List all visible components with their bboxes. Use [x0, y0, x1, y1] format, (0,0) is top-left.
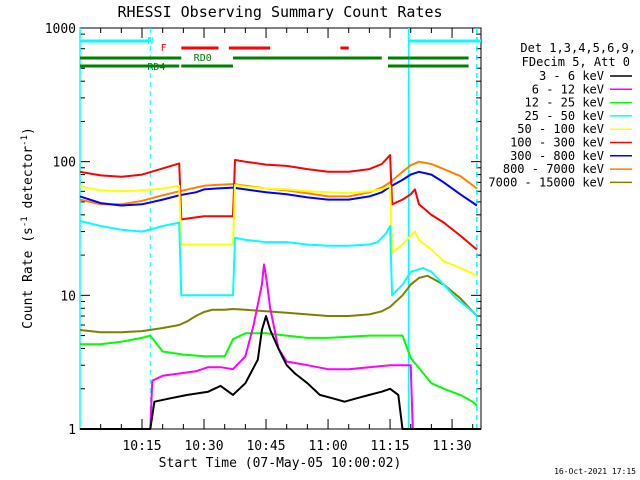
series-line [79, 160, 478, 206]
x-tick-label: 10:15 [122, 439, 161, 454]
legend-entry-label: 800 - 7000 keV [503, 162, 604, 176]
rd4-label: RD4 [147, 62, 165, 73]
series-line [79, 170, 478, 207]
legend-entry-label: 300 - 800 keV [510, 149, 604, 163]
series-line [80, 263, 481, 430]
y-tick-label: 10 [60, 289, 76, 304]
legend-entry-label: 50 - 100 keV [517, 122, 604, 136]
legend-header-line-1: Det 1,3,4,5,6,9, [520, 41, 636, 55]
legend-entry-label: 6 - 12 keV [532, 82, 604, 96]
x-tick-label: 11:30 [432, 439, 471, 454]
x-axis: 10:15 10:30 10:45 11:00 11:15 11:30 [100, 28, 474, 454]
y-axis-label-sup2: -1 [20, 135, 30, 146]
series-line [79, 183, 478, 277]
x-tick-label: 10:45 [246, 439, 285, 454]
footer-timestamp: 16-Oct-2021 17:15 [554, 467, 636, 476]
legend-entry-label: 3 - 6 keV [539, 69, 604, 83]
y-axis-label-mid: detector [21, 146, 36, 217]
y-axis-label-end: ) [21, 127, 36, 135]
series-line [80, 332, 478, 407]
chart-title: RHESSI Observing Summary Count Rates [117, 3, 442, 21]
legend-entry-label: 7000 - 15000 keV [488, 175, 604, 189]
x-tick-label: 10:30 [184, 439, 223, 454]
series-line [79, 154, 478, 251]
x-tick-label: 11:00 [308, 439, 347, 454]
y-tick-label: 100 [53, 156, 76, 171]
y-tick-label: 1 [68, 423, 76, 438]
y-axis: 1 10 100 1000 [45, 22, 481, 438]
flare-label: F [161, 43, 167, 54]
y-axis-label-sup1: -1 [20, 216, 30, 227]
x-tick-label: 11:15 [370, 439, 409, 454]
series-line [79, 220, 478, 317]
y-axis-label-main: Count Rate (s [21, 227, 36, 329]
legend: Det 1,3,4,5,6,9, FDecim 5, Att 0 3 - 6 k… [488, 41, 636, 189]
legend-entry-label: 12 - 25 keV [525, 96, 604, 110]
annotation-markers: NF RD0 RD4 [79, 28, 481, 429]
series-line [79, 274, 478, 334]
legend-header-line-2: FDecim 5, Att 0 [522, 55, 630, 69]
rd0-label: RD0 [194, 53, 212, 64]
series-group [79, 154, 481, 430]
y-axis-label: Count Rate (s-1 detector-1) [20, 127, 36, 329]
legend-entry-label: 25 - 50 keV [525, 109, 604, 123]
x-axis-label: Start Time (07-May-05 10:00:02) [159, 456, 402, 471]
night-label: N [147, 36, 153, 47]
y-tick-label: 1000 [45, 22, 76, 37]
legend-entry-label: 100 - 300 keV [510, 136, 604, 150]
series-line [80, 315, 481, 430]
